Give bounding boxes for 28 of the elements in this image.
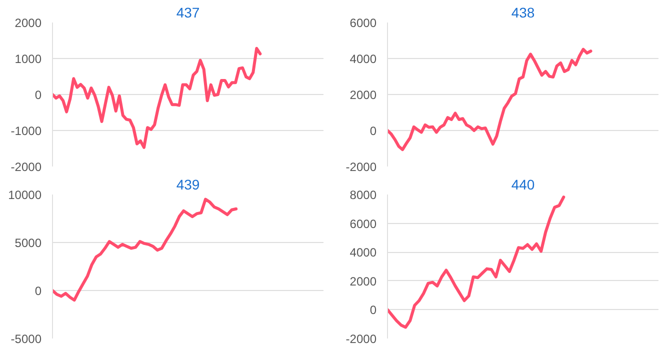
y-tick-label: 6000: [350, 16, 377, 30]
y-tick-label: -2000: [10, 160, 42, 174]
line-series: [52, 46, 262, 149]
y-tick-label: 5000: [14, 236, 42, 250]
y-tick-label: -1000: [10, 124, 42, 138]
chart-title: 440: [511, 176, 535, 192]
y-tick-label: -2000: [346, 160, 377, 174]
y-tick-label: 10000: [8, 188, 42, 202]
y-tick-label: 1000: [14, 52, 42, 66]
y-tick-label: 0: [34, 284, 42, 298]
y-tick-label: 0: [34, 88, 42, 102]
chart-title: 439: [176, 176, 200, 192]
line-series: [388, 196, 566, 329]
line-series: [52, 198, 238, 302]
y-tick-label: -5000: [10, 332, 42, 344]
y-tick-label: 2000: [14, 16, 42, 30]
y-tick-label: 2000: [350, 88, 377, 102]
chart-title: 437: [176, 4, 200, 20]
y-tick-label: 4000: [350, 246, 377, 260]
y-tick-label: 0: [370, 124, 377, 138]
y-tick-label: -2000: [346, 332, 377, 344]
y-tick-label: 0: [370, 303, 377, 318]
line-series: [388, 48, 592, 152]
y-tick-label: 8000: [350, 188, 377, 202]
y-tick-label: 4000: [350, 52, 377, 66]
chart-title: 438: [511, 4, 535, 20]
y-tick-label: 2000: [350, 274, 377, 288]
y-tick-label: 6000: [350, 216, 377, 231]
